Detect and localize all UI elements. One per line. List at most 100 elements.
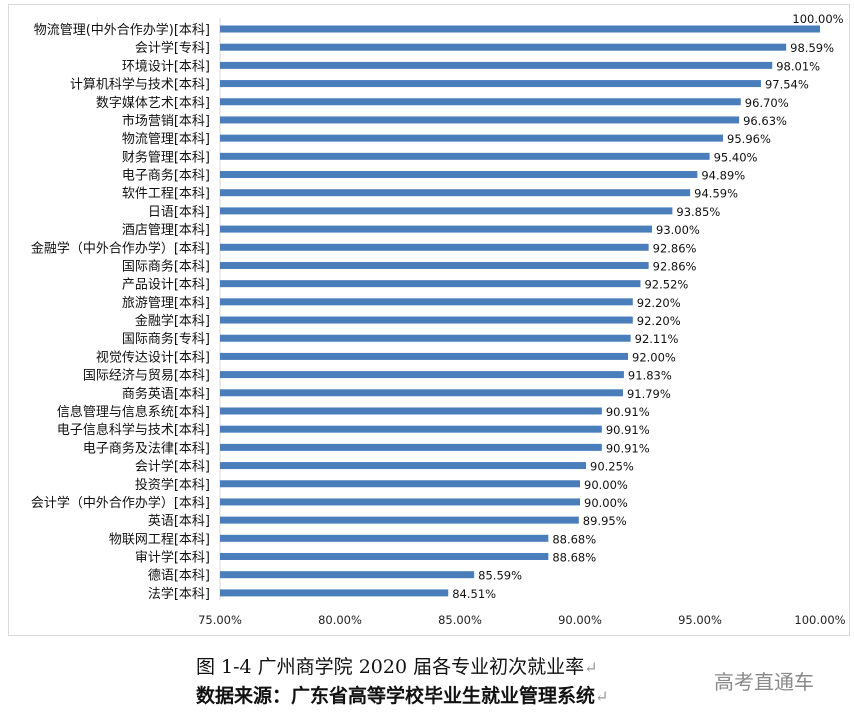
data-label: 84.51% [452, 587, 496, 601]
category-label: 英语[本科] [148, 514, 210, 529]
bar [220, 407, 602, 415]
bar [220, 152, 710, 160]
bar [220, 43, 787, 51]
category-label: 商务英语[本科] [122, 386, 210, 402]
data-label: 100.00% [792, 12, 843, 26]
category-label: 环境设计[本科] [122, 59, 210, 74]
bar [220, 571, 475, 579]
category-label: 审计学[本科] [135, 550, 210, 566]
bar [220, 352, 628, 360]
category-label: 电子商务[本科] [122, 168, 210, 184]
category-label: 国际商务[专科] [122, 331, 210, 347]
data-label: 90.00% [584, 478, 628, 492]
bar [220, 443, 602, 451]
data-label: 92.20% [637, 314, 681, 328]
data-label: 93.00% [656, 223, 700, 237]
data-label: 96.70% [745, 96, 789, 110]
data-label: 90.91% [606, 423, 650, 437]
category-label: 酒店管理[本科] [122, 223, 210, 238]
bar [220, 225, 652, 233]
data-label: 95.96% [727, 132, 771, 146]
x-tick-label: 85.00% [438, 613, 482, 627]
bar [220, 189, 691, 197]
category-label: 软件工程[本科] [122, 187, 210, 202]
bar [220, 334, 631, 342]
bar [220, 25, 820, 33]
bar [220, 316, 633, 324]
bar [220, 553, 549, 561]
bar [220, 98, 741, 106]
data-label: 89.95% [583, 514, 627, 528]
bar [220, 298, 633, 306]
bar [220, 589, 449, 597]
bar [220, 534, 549, 542]
bar [220, 389, 623, 397]
data-label: 92.20% [637, 296, 681, 310]
category-label: 数字媒体艺术[本科] [96, 96, 210, 111]
data-label: 96.63% [743, 114, 787, 128]
data-label: 97.54% [765, 78, 809, 92]
data-label: 90.91% [606, 441, 650, 455]
bar [220, 371, 624, 379]
category-label: 物流管理(中外合作办学)[本科] [34, 22, 210, 38]
bar [220, 207, 673, 215]
x-tick-label: 95.00% [678, 613, 722, 627]
bar [220, 261, 649, 269]
return-mark: ↵ [584, 658, 598, 677]
bar [220, 80, 761, 88]
data-label: 98.01% [776, 59, 820, 73]
category-label: 投资学[本科] [135, 477, 210, 493]
return-mark: ↵ [595, 687, 609, 706]
bar-chart: 物流管理(中外合作办学)[本科] 100.00% 会计学[专科] 98.59% 环境设计… [31, 12, 846, 627]
data-label: 90.25% [590, 460, 634, 474]
chart-frame [8, 4, 850, 636]
bar [220, 480, 580, 488]
category-label: 会计学[专科] [135, 40, 210, 56]
category-label: 金融学（中外合作办学）[本科] [31, 240, 210, 256]
category-label: 信息管理与信息系统[本科] [57, 404, 210, 420]
category-label: 法学[本科] [148, 586, 210, 602]
data-label: 94.89% [701, 169, 745, 183]
data-label: 91.79% [627, 387, 671, 401]
category-label: 视觉传达设计[本科] [96, 350, 210, 365]
data-label: 88.68% [552, 532, 596, 546]
category-label: 物联网工程[本科] [109, 532, 210, 547]
x-tick-label: 80.00% [318, 613, 362, 627]
data-label: 85.59% [478, 569, 522, 583]
category-label: 会计学（中外合作办学）[本科] [31, 495, 210, 511]
data-label: 90.91% [606, 405, 650, 419]
category-label: 国际商务[本科] [122, 258, 210, 274]
category-label: 电子信息科学与技术[本科] [57, 422, 210, 438]
category-label: 德语[本科] [148, 569, 210, 584]
figure-caption: 图 1-4 广州商学院 2020 届各专业初次就业率↵ [196, 652, 598, 679]
caption-source: 数据来源：广东省高等学校毕业生就业管理系统 [196, 685, 596, 707]
bar [220, 243, 649, 251]
category-label: 旅游管理[本科] [122, 296, 210, 311]
data-label: 90.00% [584, 496, 628, 510]
category-label: 产品设计[本科] [122, 278, 210, 293]
bar [220, 425, 602, 433]
data-label: 92.86% [653, 241, 697, 255]
bar [220, 516, 579, 524]
category-label: 国际经济与贸易[本科] [83, 369, 210, 384]
data-source: 数据来源：广东省高等学校毕业生就业管理系统↵ [196, 681, 608, 708]
category-label: 电子商务及法律[本科] [83, 440, 210, 456]
category-label: 会计学[本科] [135, 459, 210, 475]
data-label: 93.85% [676, 205, 720, 219]
data-label: 92.52% [644, 278, 688, 292]
data-label: 91.83% [628, 369, 672, 383]
data-label: 88.68% [552, 551, 596, 565]
bar [220, 171, 698, 179]
x-tick-label: 90.00% [558, 613, 602, 627]
bar [220, 134, 724, 142]
data-label: 98.59% [790, 41, 834, 55]
data-label: 94.59% [694, 187, 738, 201]
data-label: 95.40% [714, 150, 758, 164]
category-label: 金融学[本科] [135, 313, 210, 329]
x-tick-label: 75.00% [198, 613, 242, 627]
watermark: 高考直通车 [714, 670, 814, 694]
category-label: 财务管理[本科] [122, 149, 210, 165]
bar [220, 462, 586, 470]
data-label: 92.86% [653, 259, 697, 273]
data-label: 92.00% [632, 350, 676, 364]
